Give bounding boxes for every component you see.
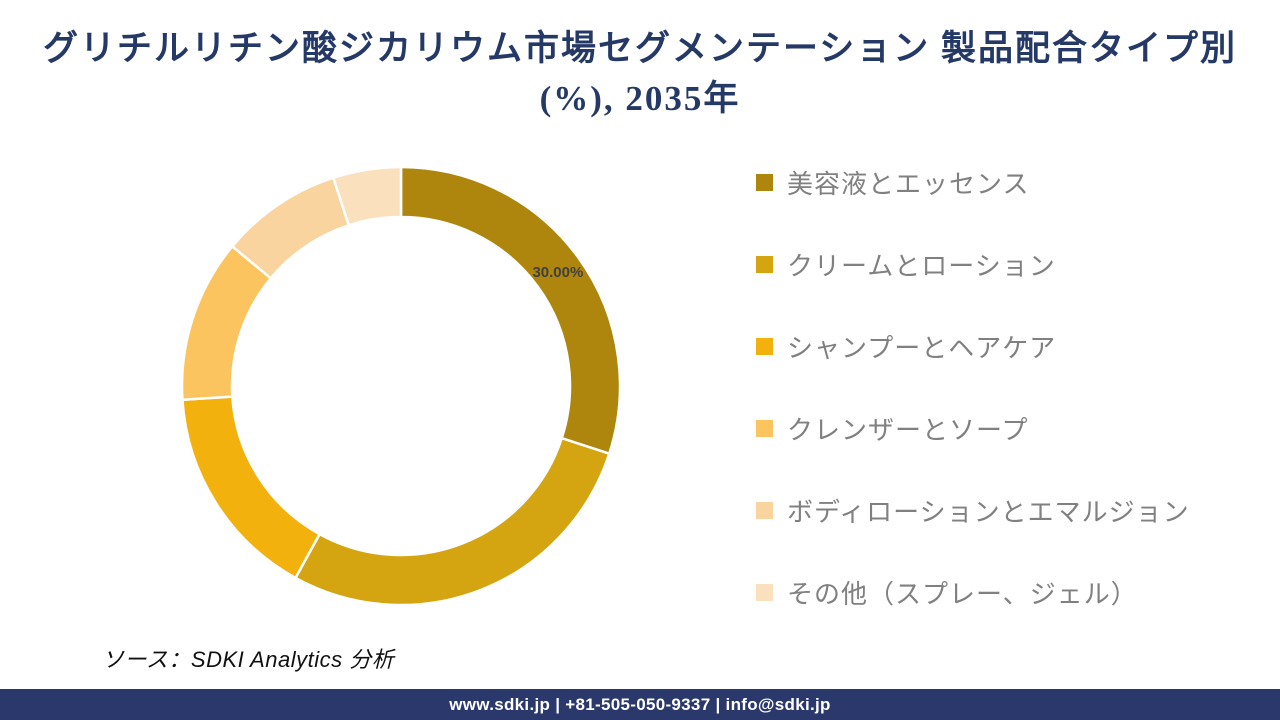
legend-item-6[interactable]: その他（スプレー、ジェル）	[756, 570, 1190, 614]
legend-item-2[interactable]: クリームとローション	[756, 242, 1190, 286]
donut-segment[interactable]	[293, 436, 611, 607]
page-title-line1: グリチルリチン酸ジカリウム市場セグメンテーション 製品配合タイプ別	[42, 29, 1238, 68]
donut-segment[interactable]	[399, 165, 622, 456]
source-note: ソース：SDKI Analytics 分析	[102, 647, 395, 672]
page-title: グリチルリチン酸ジカリウム市場セグメンテーション 製品配合タイプ別 (%), 2…	[0, 24, 1280, 123]
donut-segment[interactable]	[180, 244, 273, 402]
page-title-line2: (%), 2035年	[539, 78, 741, 118]
legend-swatch	[756, 583, 773, 601]
footer-bar: www.sdki.jp | +81-505-050-9337 | info@sd…	[0, 689, 1280, 720]
donut-chart: 30.00%	[180, 165, 622, 607]
legend-item-4[interactable]: クレンザーとソープ	[756, 406, 1190, 450]
legend-swatch	[756, 255, 773, 273]
legend-label: シャンプーとヘアケア	[787, 332, 1057, 363]
legend-label: クレンザーとソープ	[787, 414, 1029, 445]
legend-item-5[interactable]: ボディローションとエマルジョン	[756, 488, 1190, 532]
legend-label: クリームとローション	[787, 250, 1056, 281]
legend-label: 美容液とエッセンス	[787, 168, 1030, 199]
legend-swatch	[756, 337, 773, 355]
donut-segment[interactable]	[331, 165, 403, 227]
segment-data-label: 30.00%	[532, 264, 583, 281]
legend-swatch	[756, 501, 773, 519]
legend-swatch	[756, 173, 773, 191]
legend-label: その他（スプレー、ジェル）	[787, 578, 1138, 609]
legend-label: ボディローションとエマルジョン	[787, 496, 1190, 527]
footer-contact-text: www.sdki.jp | +81-505-050-9337 | info@sd…	[449, 694, 831, 714]
legend-item-1[interactable]: 美容液とエッセンス	[756, 160, 1190, 204]
chart-legend: 美容液とエッセンス クリームとローション シャンプーとヘアケア クレンザーとソープボデ…	[756, 160, 1190, 652]
donut-segment[interactable]	[181, 395, 322, 580]
legend-item-3[interactable]: シャンプーとヘアケア	[756, 324, 1190, 368]
legend-swatch	[756, 419, 773, 437]
